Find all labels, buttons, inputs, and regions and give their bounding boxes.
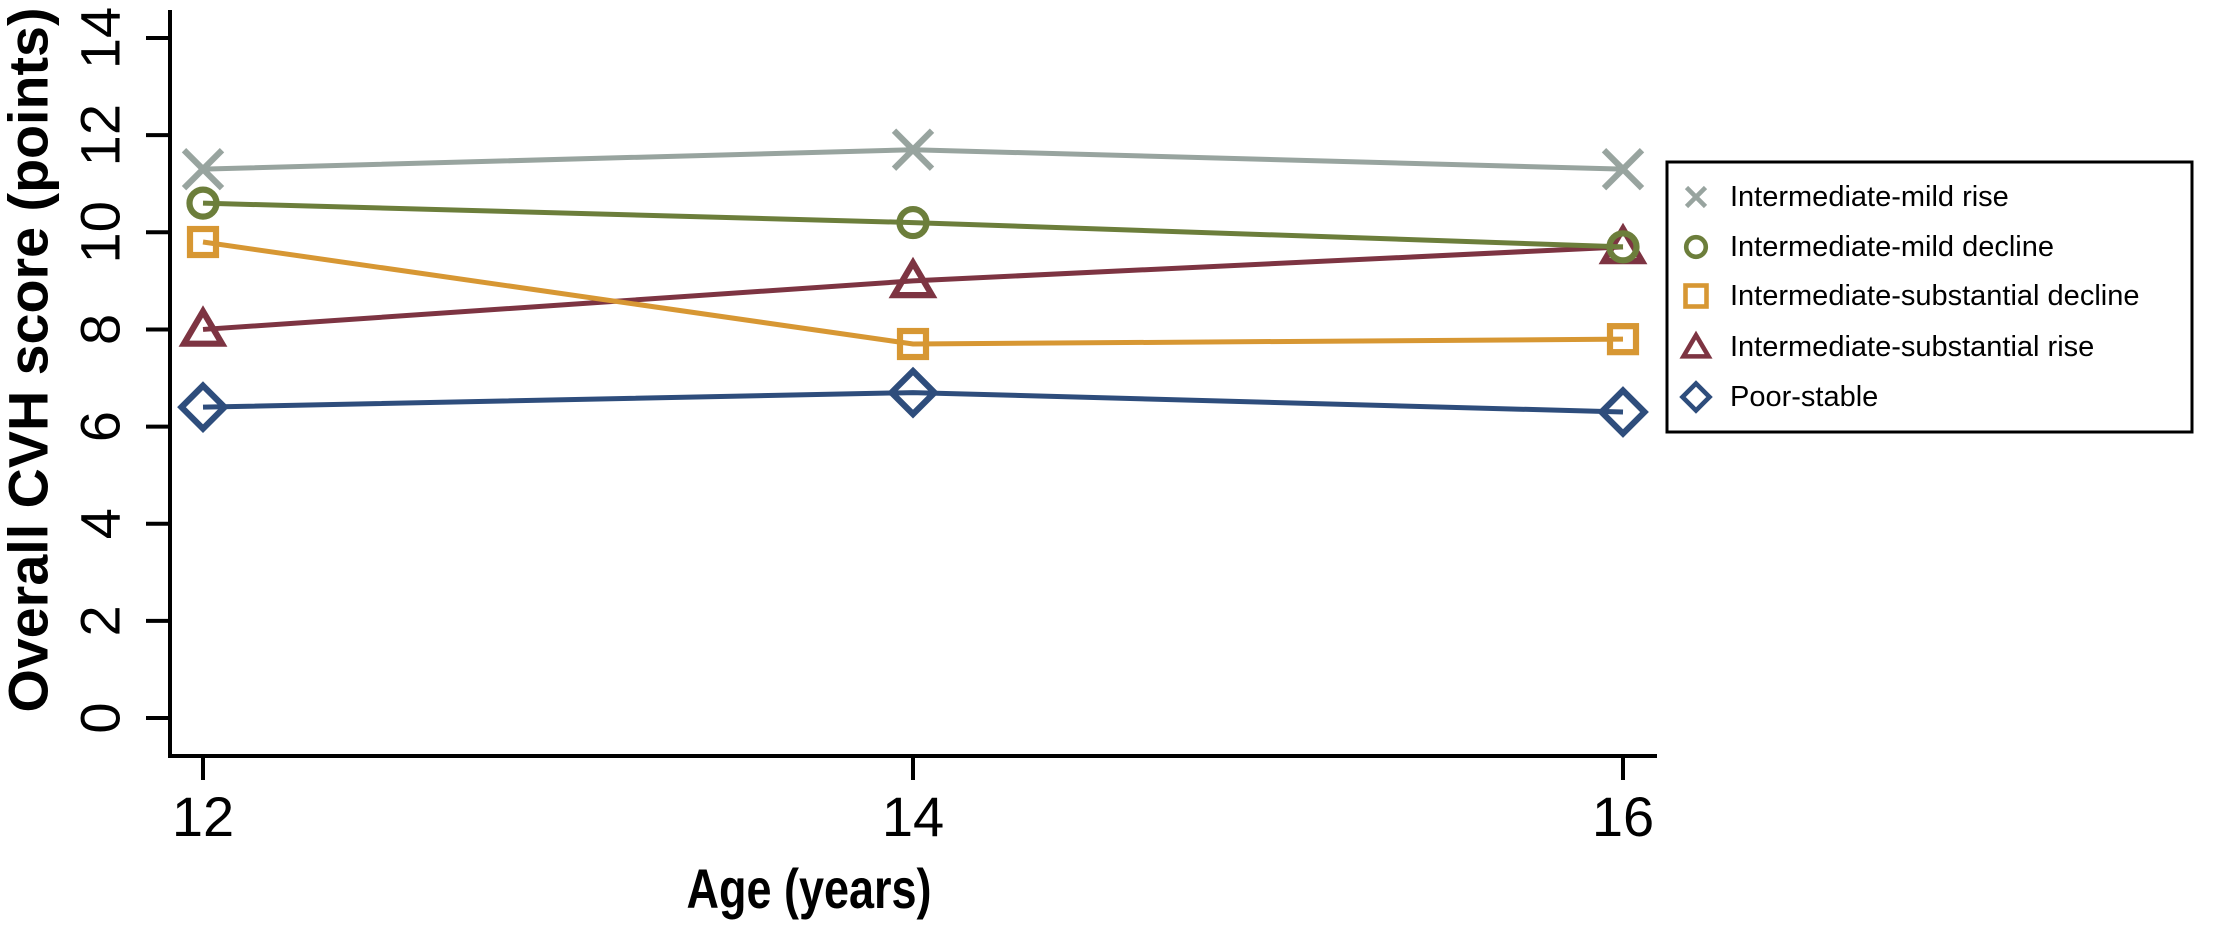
y-axis-title: Overall CVH score (points): [0, 8, 60, 713]
diamond-marker: [1679, 380, 1713, 414]
legend-item-label: Intermediate-mild rise: [1730, 181, 2009, 213]
square-marker: [896, 327, 930, 361]
x-marker: [1684, 185, 1708, 209]
legend-item-label: Intermediate-substantial decline: [1730, 280, 2139, 312]
x-marker: [1601, 147, 1645, 191]
circle-marker: [896, 205, 930, 240]
y-tick-label: 6: [69, 411, 132, 442]
y-tick-label: 8: [69, 314, 132, 345]
triangle-marker: [1679, 330, 1713, 359]
y-tick-label: 12: [69, 104, 132, 166]
legend-item-label: Intermediate-mild decline: [1730, 231, 2054, 263]
x-tick-label: 14: [882, 785, 944, 848]
series-square: [186, 225, 1640, 361]
series-line: [202, 390, 1624, 415]
circle-marker: [186, 186, 220, 220]
y-tick-label: 0: [69, 702, 132, 733]
y-tick-label: 10: [69, 201, 132, 263]
circle-marker: [1606, 230, 1640, 264]
legend-box: [1665, 160, 2194, 434]
series-circle: [186, 186, 1640, 264]
x-tick-label: 12: [172, 785, 234, 848]
legend-item: Poor-stable: [1679, 380, 1878, 414]
x-axis-ticks: 12 14 16: [172, 756, 1654, 848]
square-marker: [186, 225, 220, 259]
legend-items: Intermediate-mild rise Intermediate-mild …: [1679, 181, 2139, 414]
y-tick-label: 2: [69, 605, 132, 636]
square-marker: [1606, 323, 1640, 356]
y-axis-ticks: 0 2 4 6 8 10 12 14: [69, 7, 170, 734]
triangle-marker: [178, 305, 228, 347]
circle-marker: [1683, 234, 1709, 260]
y-tick-label: 4: [69, 508, 132, 539]
x-axis-title: Age (years): [687, 857, 932, 920]
series-line: [202, 200, 1624, 250]
x-marker: [181, 147, 225, 191]
diamond-marker: [177, 381, 229, 434]
series-triangle: [178, 222, 1648, 347]
series-diamond: [177, 366, 1649, 438]
x-marker: [891, 128, 935, 171]
diamond-marker: [887, 366, 939, 419]
legend-item-label: Poor-stable: [1730, 381, 1878, 413]
x-tick-label: 16: [1592, 785, 1654, 848]
legend-item: Intermediate-substantial rise: [1679, 330, 2094, 363]
legend-item-label: Intermediate-substantial rise: [1730, 331, 2094, 363]
series-line: [202, 239, 1624, 347]
series-x: [181, 128, 1645, 191]
legend: Intermediate-mild rise Intermediate-mild …: [1665, 160, 2194, 434]
legend-item: Intermediate-substantial decline: [1683, 280, 2139, 312]
triangle-marker: [888, 256, 938, 299]
axes: 0 2 4 6 8 10 12 14 12 14 16: [69, 7, 1657, 848]
diamond-marker: [1597, 386, 1649, 438]
legend-item: Intermediate-mild rise: [1684, 181, 2009, 213]
square-marker: [1683, 283, 1709, 309]
legend-item: Intermediate-mild decline: [1683, 231, 2054, 263]
y-tick-label: 14: [69, 7, 132, 69]
series-line: [202, 244, 1624, 332]
series-layer: [177, 128, 1649, 438]
